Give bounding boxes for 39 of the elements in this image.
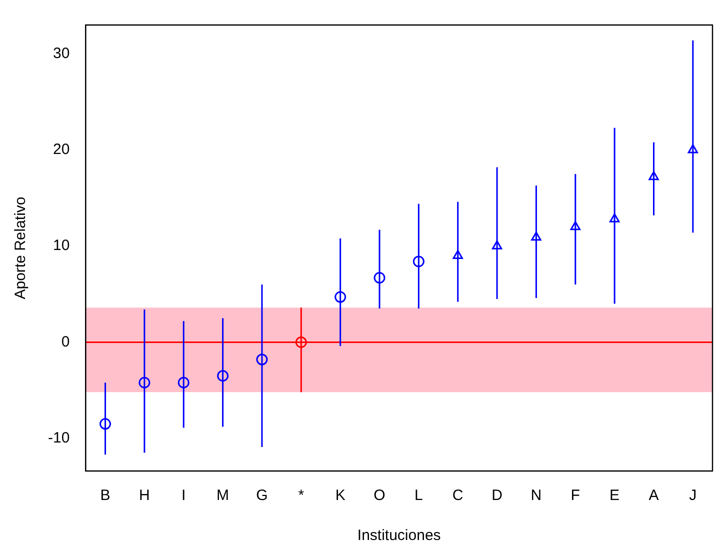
point [334, 291, 346, 303]
x-tick-label: C [452, 487, 464, 504]
y-axis-title: Aporte Relativo [12, 196, 30, 300]
x-tick-label: A [648, 487, 659, 504]
point [295, 336, 307, 348]
x-tick-label: I [182, 487, 186, 504]
y-tick-label: 10 [52, 237, 70, 254]
point [217, 370, 229, 382]
x-tick-label: E [610, 487, 620, 504]
y-tick-label: -10 [48, 429, 70, 446]
point [256, 354, 268, 366]
x-tick-label: O [374, 487, 386, 504]
x-axis-title: Instituciones [357, 527, 441, 544]
point [609, 213, 620, 222]
point [531, 232, 542, 241]
x-tick-label: D [492, 487, 503, 504]
x-tick-label: J [689, 487, 697, 504]
x-tick-label: M [216, 487, 230, 504]
point [570, 221, 580, 230]
x-tick-label: F [570, 487, 580, 504]
point [452, 250, 463, 259]
point [138, 376, 150, 388]
point [648, 171, 659, 180]
y-tick-label: 30 [52, 44, 70, 62]
x-tick-label: N [530, 487, 542, 504]
x-tick-label: * [298, 487, 304, 504]
y-tick-label: 20 [52, 141, 70, 158]
point [688, 144, 698, 154]
point [178, 376, 190, 388]
x-tick-label: L [414, 487, 423, 504]
x-tick-label: K [335, 487, 346, 504]
x-tick-label: G [256, 487, 268, 504]
point [492, 240, 502, 250]
point [412, 256, 424, 268]
point [100, 418, 112, 430]
point [374, 272, 386, 284]
y-tick-label: 0 [61, 333, 70, 350]
x-tick-label: B [100, 487, 110, 504]
x-tick-label: H [139, 487, 150, 504]
